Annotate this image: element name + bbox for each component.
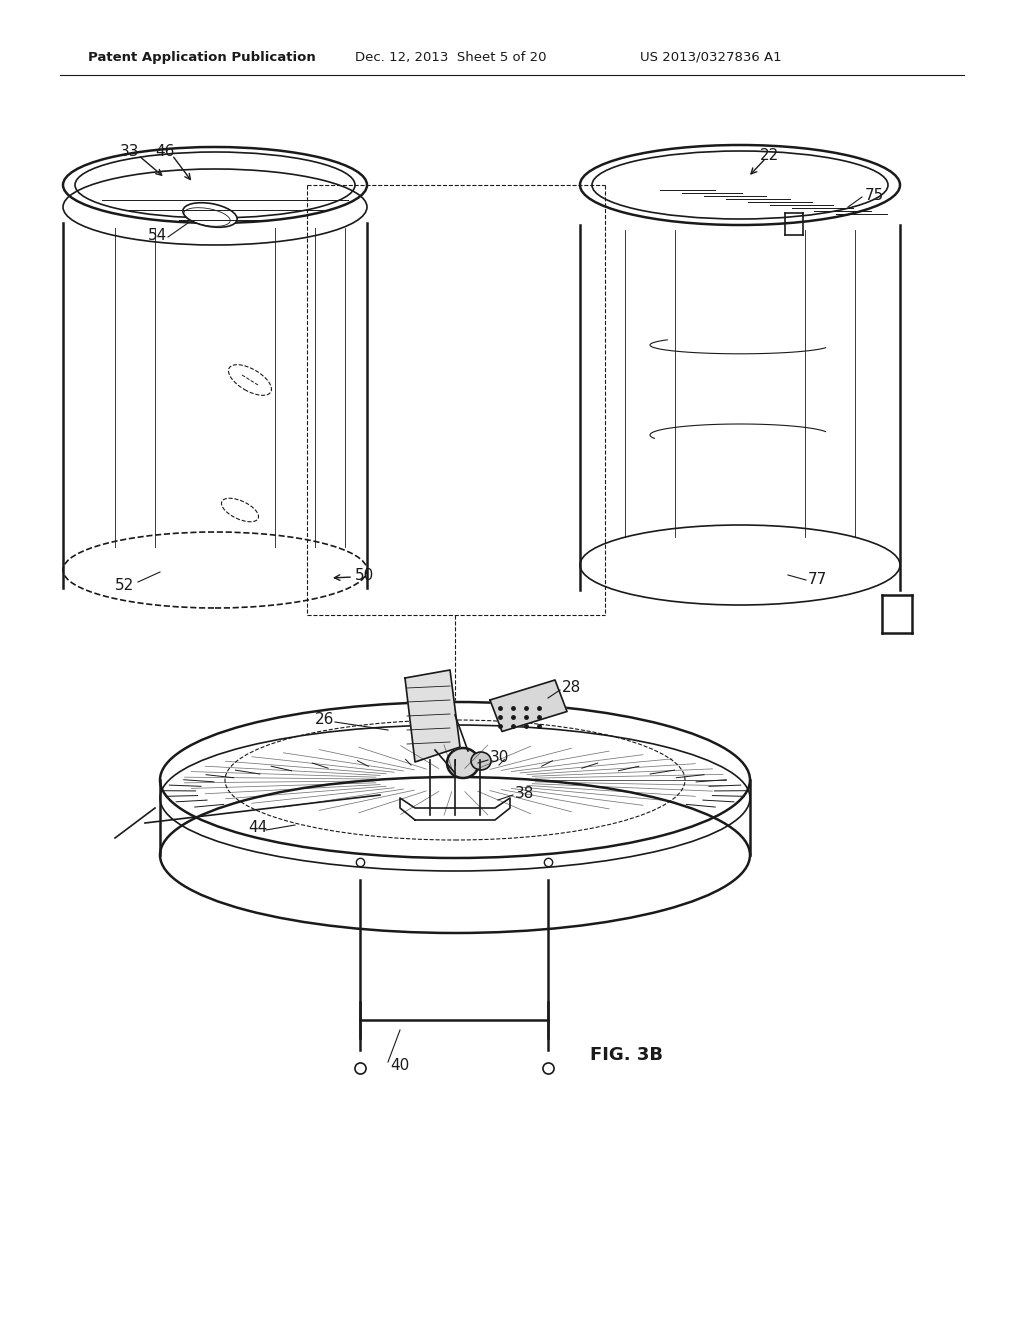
Ellipse shape	[580, 145, 900, 224]
Text: 22: 22	[760, 148, 779, 162]
Text: 28: 28	[562, 681, 582, 696]
Polygon shape	[406, 671, 460, 762]
Text: 30: 30	[490, 751, 509, 766]
Ellipse shape	[447, 748, 479, 777]
Text: 75: 75	[865, 187, 885, 202]
Text: 50: 50	[355, 568, 374, 582]
Text: FIG. 3B: FIG. 3B	[590, 1045, 663, 1064]
Text: 33: 33	[120, 144, 139, 160]
Text: 52: 52	[115, 578, 134, 593]
Ellipse shape	[160, 702, 750, 858]
Text: US 2013/0327836 A1: US 2013/0327836 A1	[640, 50, 781, 63]
Text: 54: 54	[148, 227, 167, 243]
Text: 46: 46	[155, 144, 174, 160]
Text: 26: 26	[315, 713, 335, 727]
Text: Patent Application Publication: Patent Application Publication	[88, 50, 315, 63]
Polygon shape	[490, 680, 567, 731]
Ellipse shape	[183, 203, 238, 227]
Text: 40: 40	[390, 1057, 410, 1072]
Text: 44: 44	[248, 821, 267, 836]
Ellipse shape	[471, 752, 490, 770]
Ellipse shape	[63, 147, 367, 223]
Text: 77: 77	[808, 573, 827, 587]
Text: 38: 38	[515, 785, 535, 800]
Text: Dec. 12, 2013  Sheet 5 of 20: Dec. 12, 2013 Sheet 5 of 20	[355, 50, 547, 63]
